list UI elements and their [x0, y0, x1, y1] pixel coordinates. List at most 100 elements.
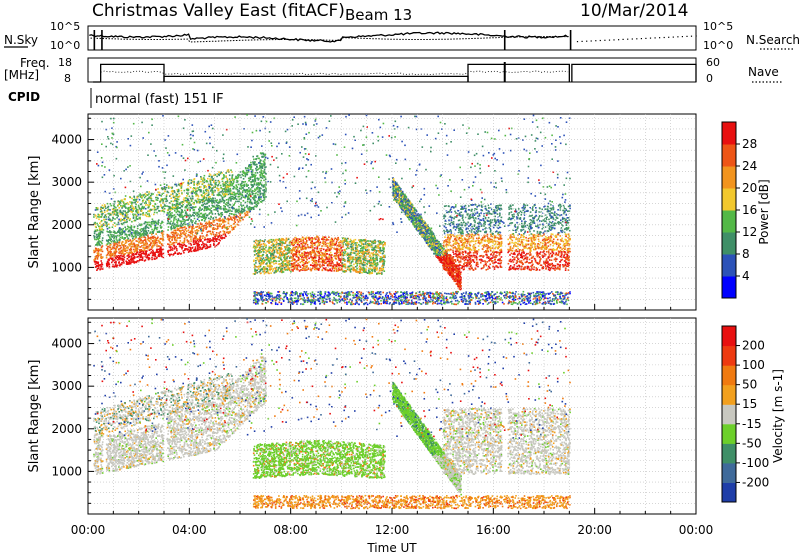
data-cell	[259, 181, 262, 184]
data-cell	[183, 251, 185, 254]
data-cell	[114, 218, 116, 220]
data-cell	[144, 259, 147, 261]
data-cell	[153, 200, 155, 203]
data-cell	[336, 261, 338, 264]
data-cell	[96, 268, 99, 270]
data-cell	[150, 197, 153, 200]
data-cell	[128, 243, 130, 246]
data-cell	[251, 207, 253, 209]
data-cell	[182, 199, 185, 201]
data-cell	[126, 251, 128, 254]
data-cell	[240, 212, 242, 215]
data-cell	[204, 193, 206, 195]
data-cell	[173, 190, 176, 192]
data-cell	[139, 208, 141, 210]
data-cell	[178, 252, 180, 254]
data-cell	[95, 230, 97, 233]
data-cell	[135, 198, 138, 201]
data-cell	[176, 227, 179, 230]
data-cell	[98, 233, 100, 236]
data-cell	[190, 225, 193, 228]
data-cell	[121, 229, 123, 231]
data-cell	[160, 252, 163, 255]
data-cell	[169, 222, 171, 224]
data-cell	[224, 187, 227, 189]
data-cell	[139, 195, 142, 198]
data-cell	[197, 246, 199, 249]
data-cell	[170, 214, 172, 216]
data-cell	[130, 201, 133, 203]
data-cell	[359, 240, 361, 243]
data-cell	[366, 253, 368, 256]
data-cell	[170, 193, 172, 196]
data-cell	[218, 192, 220, 194]
data-cell	[259, 188, 261, 190]
data-cell	[162, 256, 165, 259]
data-cell	[97, 215, 99, 218]
data-cell	[174, 236, 177, 238]
data-cell	[99, 264, 102, 266]
data-cell	[263, 192, 266, 194]
data-cell	[147, 213, 149, 215]
data-cell	[194, 222, 196, 224]
data-cell	[160, 199, 162, 202]
data-cell	[368, 262, 371, 265]
data-cell	[227, 193, 230, 196]
data-cell	[178, 243, 181, 246]
data-cell	[190, 197, 192, 200]
data-cell	[180, 211, 183, 214]
data-cell	[101, 224, 103, 226]
data-cell	[214, 197, 216, 200]
data-cell	[378, 269, 381, 271]
data-cell	[234, 193, 236, 196]
data-cell	[114, 232, 117, 234]
data-cell	[217, 227, 219, 230]
data-cell	[122, 201, 125, 203]
data-cell	[144, 204, 147, 206]
data-cell	[149, 240, 151, 243]
data-cell	[258, 177, 260, 180]
data-cell	[300, 240, 303, 242]
data-cell	[186, 206, 188, 208]
data-cell	[202, 217, 205, 219]
data-cell	[261, 192, 264, 195]
data-cell	[185, 201, 188, 203]
data-cell	[179, 225, 182, 228]
data-cell	[252, 206, 255, 209]
data-cell	[214, 235, 216, 238]
data-cell	[324, 269, 327, 271]
data-cell	[94, 238, 96, 241]
data-cell	[139, 251, 142, 254]
data-cell	[244, 174, 247, 177]
data-cell	[146, 191, 148, 193]
data-cell	[182, 182, 184, 184]
data-cell	[214, 199, 217, 202]
data-cell	[344, 267, 347, 269]
data-cell	[203, 227, 205, 229]
data-cell	[204, 247, 207, 250]
data-cell	[178, 190, 180, 192]
data-cell	[143, 243, 145, 246]
data-cell	[211, 200, 213, 202]
data-cell	[367, 240, 370, 242]
data-cell	[261, 155, 263, 158]
data-cell	[342, 254, 345, 257]
data-cell	[121, 250, 124, 253]
data-cell	[94, 261, 96, 263]
data-cell	[263, 165, 265, 167]
data-cell	[239, 184, 242, 186]
data-cell	[222, 233, 225, 236]
data-cell	[235, 176, 238, 178]
data-cell	[252, 184, 254, 186]
data-cell	[251, 176, 253, 178]
data-cell	[119, 231, 121, 233]
data-cell	[193, 206, 196, 209]
data-cell	[129, 252, 131, 255]
data-cell	[302, 237, 305, 239]
data-cell	[228, 185, 231, 188]
data-cell	[146, 232, 149, 234]
data-cell	[261, 200, 264, 202]
data-cell	[175, 248, 178, 250]
data-cell	[94, 256, 97, 258]
data-cell	[114, 206, 116, 209]
